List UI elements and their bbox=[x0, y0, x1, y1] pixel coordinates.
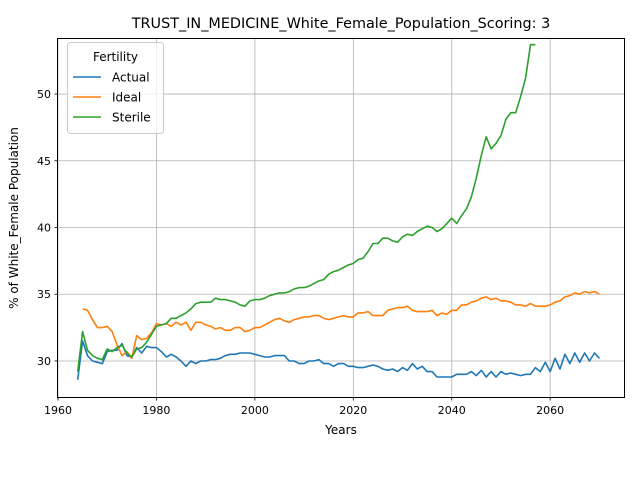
series-line-sterile bbox=[76, 43, 536, 372]
y-tick-label: 35 bbox=[37, 288, 51, 301]
legend-label-ideal: Ideal bbox=[112, 91, 141, 105]
legend-label-sterile: Sterile bbox=[112, 111, 151, 125]
legend: Fertility Actual Ideal Sterile bbox=[67, 42, 164, 134]
x-tick-label: 1980 bbox=[142, 404, 170, 417]
x-tick-label: 2060 bbox=[536, 404, 564, 417]
legend-box bbox=[67, 42, 164, 134]
grid-lines bbox=[57, 38, 624, 397]
x-tick-label: 2020 bbox=[339, 404, 367, 417]
chart-title: TRUST_IN_MEDICINE_White_Female_Populatio… bbox=[131, 16, 551, 32]
legend-entries: Actual Ideal Sterile bbox=[73, 71, 151, 125]
y-tick-label: 50 bbox=[37, 88, 51, 101]
x-tick-label: 2040 bbox=[438, 404, 466, 417]
series-lines bbox=[76, 43, 600, 380]
axis-ticks: 1960 1980 2000 2020 2040 2060 30 35 40 45 50 bbox=[37, 88, 564, 417]
x-tick-label: 1960 bbox=[44, 404, 72, 417]
series-line-ideal bbox=[82, 290, 600, 360]
legend-label-actual: Actual bbox=[112, 71, 150, 85]
y-tick-label: 45 bbox=[37, 155, 51, 168]
y-tick-label: 30 bbox=[37, 355, 51, 368]
x-tick-label: 2000 bbox=[241, 404, 269, 417]
series-line-actual bbox=[76, 340, 600, 380]
plot-frame bbox=[57, 38, 625, 398]
legend-title: Fertility bbox=[93, 50, 138, 64]
y-tick-label: 40 bbox=[37, 222, 51, 235]
y-axis-label: % of White_Female Population bbox=[7, 127, 21, 309]
x-axis-label: Years bbox=[324, 423, 357, 437]
